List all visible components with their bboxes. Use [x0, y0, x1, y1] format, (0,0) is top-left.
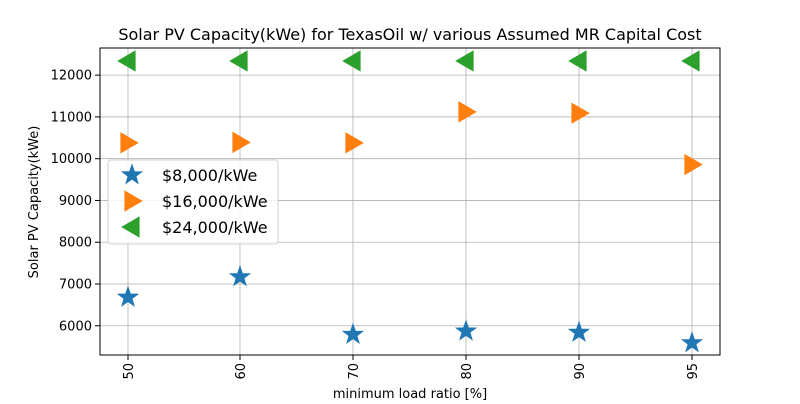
chart-title: Solar PV Capacity(kWe) for TexasOil w/ v… [118, 25, 701, 44]
series-2 [120, 101, 703, 176]
legend-label-2: $16,000/kWe [162, 192, 268, 211]
y-tick-label-11000: 11000 [51, 110, 92, 125]
axis-layer: 50 60 70 80 90 95 6000 7000 8000 9000 10000 11000 12… [51, 69, 701, 380]
series-2-point-80 [458, 101, 477, 123]
series-layer [116, 50, 704, 353]
series-1-point-60 [228, 265, 252, 287]
legend-marker-1 [120, 163, 144, 185]
x-tick-label-90: 90 [573, 363, 588, 380]
series-3-point-60 [229, 50, 248, 72]
y-axis-label: Solar PV Capacity(kWe) [27, 126, 42, 279]
y-tick-label-7000: 7000 [59, 277, 92, 292]
series-3-point-70 [342, 50, 361, 72]
grid-layer [100, 48, 720, 355]
series-3-point-95 [681, 50, 700, 72]
legend-label-1: $8,000/kWe [162, 166, 257, 185]
y-tick-label-12000: 12000 [51, 69, 92, 84]
series-1 [116, 265, 704, 353]
series-1-point-95 [680, 331, 704, 353]
series-2-point-60 [232, 131, 251, 154]
x-tick-label-70: 70 [347, 363, 362, 380]
series-1-point-80 [454, 319, 478, 341]
y-tick-label-9000: 9000 [59, 194, 92, 209]
series-3 [117, 50, 700, 72]
series-3-point-50 [117, 50, 136, 72]
legend-marker-3 [121, 216, 140, 238]
plot-frame [99, 47, 721, 356]
series-3-point-90 [568, 50, 587, 72]
series-2-point-50 [120, 132, 139, 154]
series-2-point-95 [684, 153, 703, 176]
series-2-point-90 [571, 102, 590, 124]
x-axis-label: minimum load ratio [%] [333, 387, 487, 400]
x-tick-label-95: 95 [686, 363, 701, 380]
x-tick-label-60: 60 [234, 363, 249, 380]
y-tick-label-8000: 8000 [59, 236, 92, 251]
series-1-point-70 [341, 322, 365, 345]
series-2-point-70 [345, 132, 364, 154]
x-tick-label-50: 50 [122, 363, 137, 380]
series-1-point-90 [567, 320, 591, 342]
y-tick-label-10000: 10000 [51, 152, 92, 167]
y-tick-label-6000: 6000 [59, 319, 92, 334]
series-1-point-50 [116, 285, 140, 307]
legend-label-3: $24,000/kWe [162, 218, 268, 237]
legend-box [107, 159, 279, 245]
legend: $8,000/kWe $16,000/kWe $24,000/kWe [107, 159, 279, 245]
legend-marker-2 [124, 190, 143, 212]
series-3-point-80 [455, 50, 474, 72]
x-tick-label-80: 80 [460, 363, 475, 380]
